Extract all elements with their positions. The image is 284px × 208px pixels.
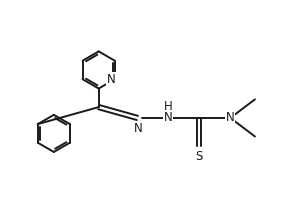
Text: N: N: [107, 73, 115, 86]
Text: N: N: [226, 111, 235, 124]
Text: S: S: [196, 150, 203, 163]
Text: N: N: [164, 111, 173, 124]
Text: N: N: [134, 122, 143, 135]
Text: H: H: [164, 100, 173, 113]
